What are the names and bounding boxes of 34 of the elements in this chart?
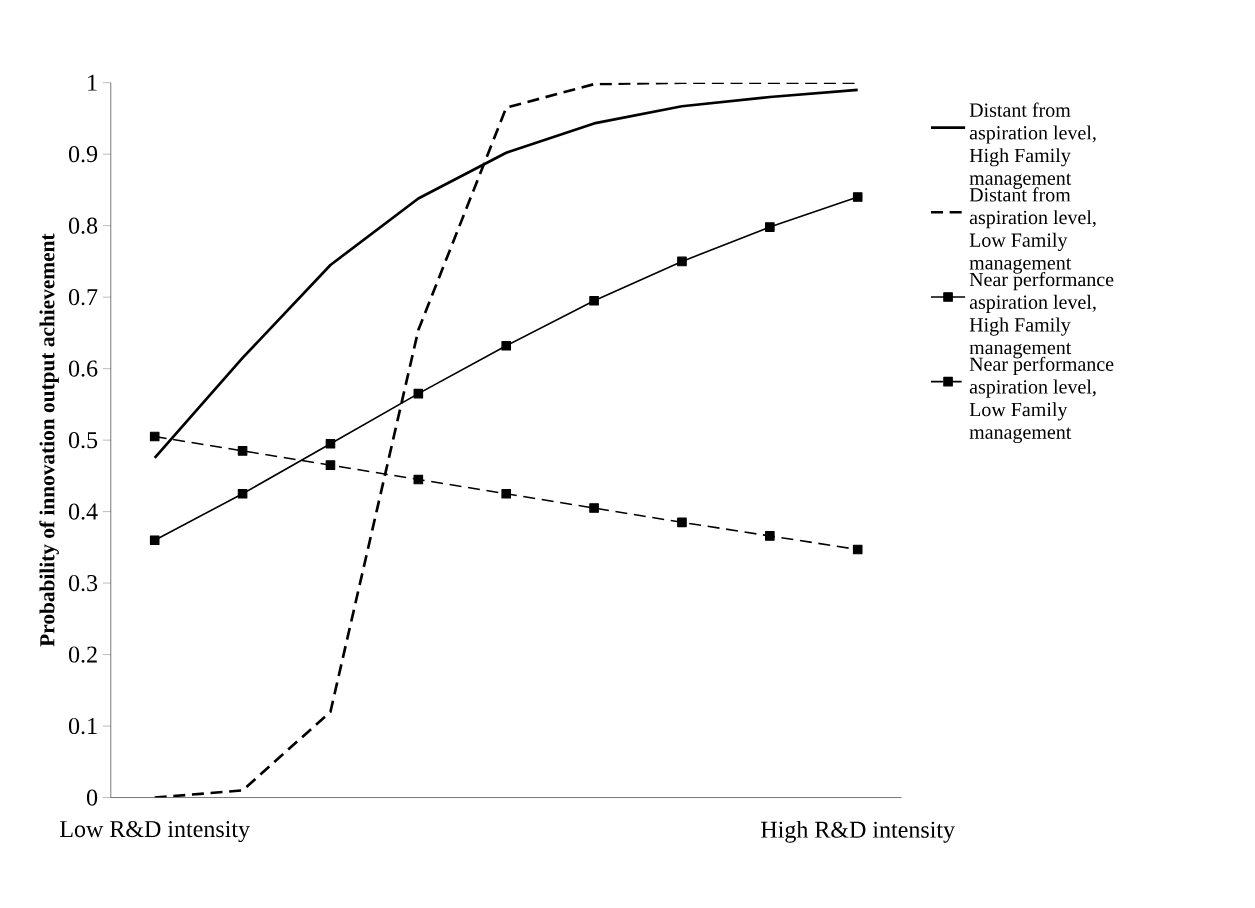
- point: [589, 503, 599, 513]
- point: [149, 535, 160, 545]
- point: [501, 340, 512, 351]
- point: [677, 256, 687, 267]
- legend-label: Distant from aspiration level, Low Family management: [969, 187, 1096, 274]
- y-tick-label: 0.3: [68, 574, 98, 592]
- x-tick-label: Low R&D intensity: [60, 820, 250, 842]
- point: [413, 388, 424, 399]
- y-axis-title: Probability of innovation output achievement: [39, 233, 59, 647]
- y-tick-label: 0: [86, 789, 98, 806]
- point: [237, 445, 248, 456]
- point: [325, 438, 336, 449]
- point: [413, 474, 424, 485]
- point: [237, 488, 248, 499]
- point: [677, 517, 687, 528]
- y-tick-label: 0.4: [68, 503, 98, 520]
- y-tick-label: 0.9: [68, 145, 98, 163]
- y-tick-label: 0.1: [68, 717, 97, 735]
- point: [765, 222, 775, 232]
- point: [149, 431, 160, 442]
- y-tick-label: 0.2: [68, 646, 97, 663]
- point: [765, 530, 775, 541]
- x-tick-label: High R&D intensity: [761, 820, 955, 843]
- point: [501, 488, 512, 499]
- legend-label: Distant from aspiration level, High Family management: [969, 102, 1096, 189]
- y-tick-label: 0.8: [68, 217, 98, 234]
- point: [589, 295, 599, 306]
- point: [852, 544, 863, 555]
- y-tick-label: 1: [88, 74, 97, 91]
- y-tick-label: 0.6: [68, 360, 98, 377]
- point: [325, 460, 336, 470]
- y-tick-label: 0.5: [68, 431, 98, 449]
- point: [852, 192, 863, 202]
- y-tick-label: 0.7: [68, 288, 98, 306]
